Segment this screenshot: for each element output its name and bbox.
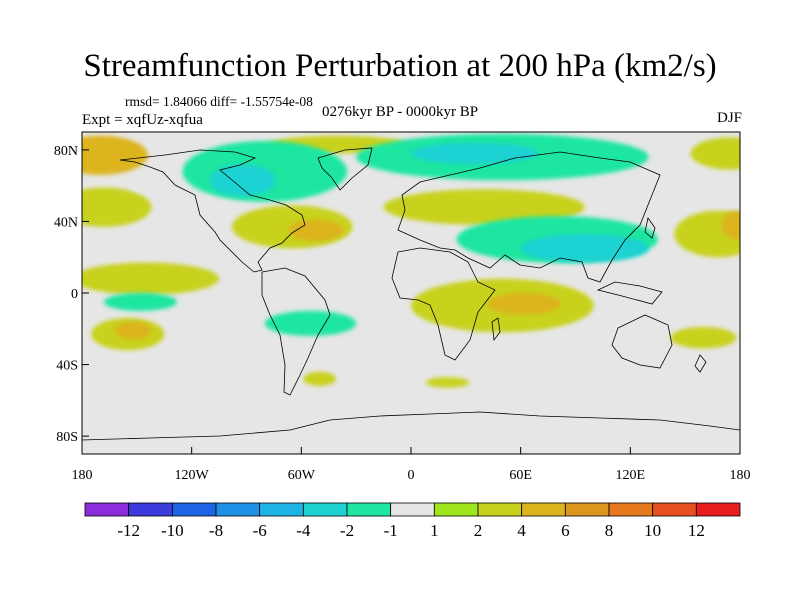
anomaly-south-pacific-positive-core	[114, 321, 152, 340]
colorbar-swatch	[433, 502, 479, 517]
anomaly-tasman-negative	[657, 300, 695, 315]
colorbar-swatch	[521, 502, 566, 517]
colorbar-swatch	[564, 502, 610, 517]
chart-title: Streamfunction Perturbation at 200 hPa (…	[83, 48, 717, 84]
coastline-north-america	[119, 149, 306, 273]
colorbar-label: -6	[253, 521, 267, 540]
anomaly-eurasia-arctic-negative-core	[411, 142, 539, 165]
colorbar-swatch	[84, 502, 130, 517]
colorbar-swatch	[477, 502, 523, 517]
y-tick-label: 80N	[54, 144, 78, 159]
colorbar-swatch	[346, 502, 392, 517]
colorbar-label: 12	[688, 521, 705, 540]
coastline-southeast-asia	[596, 281, 663, 305]
anomaly-northeast-pacific-positive	[82, 187, 152, 227]
coastline-new-zealand	[694, 354, 707, 373]
anomaly-south-asia-negative-core	[520, 233, 649, 263]
coastline-antarctica	[82, 411, 740, 454]
season-label: DJF	[716, 110, 742, 126]
colorbar-swatch	[390, 502, 435, 517]
colorbar-swatch	[652, 502, 697, 517]
colorbar-swatch	[171, 502, 217, 517]
x-tick-label: 0	[408, 468, 415, 483]
colorbar-label: 2	[474, 521, 483, 540]
coastline-eurasia	[397, 151, 661, 283]
colorbar-label: 10	[644, 521, 661, 540]
colorbar-label: -12	[117, 521, 140, 540]
anomaly-north-pacific-east-positive	[674, 210, 740, 258]
colorbar-swatch	[215, 502, 261, 517]
anomaly-north-pacific-east-positive-core	[721, 210, 740, 240]
colorbar-swatch	[259, 502, 304, 517]
colorbar-label: 8	[605, 521, 614, 540]
period-label: 0276kyr BP - 0000kyr BP	[322, 104, 479, 120]
x-tick-label: 120W	[175, 468, 210, 483]
map-background	[82, 132, 740, 454]
anomaly-east-siberia-positive	[690, 137, 740, 170]
x-tick-label: 180	[72, 468, 93, 483]
anomaly-tropical-pacific-negative	[103, 293, 178, 311]
anomaly-subtropical-atlantic-positive-core	[288, 219, 344, 242]
coastline-madagascar	[491, 317, 501, 342]
anomaly-hudson-bay-negative-core	[209, 164, 276, 197]
colorbar-label: -4	[296, 521, 311, 540]
coastline-africa	[391, 247, 496, 361]
y-tick-label: 80S	[56, 430, 78, 445]
colorbar-swatch	[608, 502, 654, 517]
anomaly-field	[82, 133, 740, 388]
colorbar-label: 4	[517, 521, 526, 540]
colorbar-swatch	[695, 502, 741, 517]
map-axes: 180 120W 60W 0 60E 120E 180 80N 40N 0 40S 80S	[54, 144, 751, 483]
anomaly-tropical-pacific-positive	[82, 262, 220, 295]
colorbar-label: 6	[561, 521, 570, 540]
colorbar-label: -2	[340, 521, 354, 540]
coastlines	[82, 147, 740, 454]
anomaly-south-atlantic-negative	[246, 357, 291, 372]
anomaly-south-america-negative-core	[264, 310, 357, 336]
anomaly-southwest-pacific-positive	[670, 326, 737, 349]
colorbar-label: -1	[384, 521, 398, 540]
colorbar-swatch	[302, 502, 348, 517]
colorbar-label: -10	[161, 521, 184, 540]
x-tick-label: 120E	[616, 468, 646, 483]
anomaly-north-pacific-negative	[127, 171, 165, 193]
y-tick-label: 40N	[54, 215, 78, 230]
anomaly-south-indian-positive-core	[487, 293, 561, 315]
coastline-japan	[644, 217, 656, 239]
rmsd-diff-text: rmsd= 1.84066 diff= -1.55754e-08	[125, 94, 313, 109]
colorbar-label: -8	[209, 521, 223, 540]
coastline-greenland	[317, 147, 373, 191]
anomaly-arctic-atlantic-positive	[82, 135, 148, 175]
experiment-label: Expt = xqfUz-xqfua	[82, 112, 203, 128]
anomaly-southern-ocean-positive-west	[303, 371, 337, 387]
anomaly-midlatitude-eurasia-positive	[383, 189, 585, 226]
x-tick-label: 60E	[509, 468, 532, 483]
coastline-south-america	[261, 267, 331, 396]
colorbar-label: 1	[430, 521, 439, 540]
y-tick-label: 0	[71, 287, 78, 302]
anomaly-southern-ocean-positive-east	[425, 377, 470, 388]
colorbar-swatch	[128, 502, 173, 517]
x-tick-label: 180	[730, 468, 751, 483]
coastline-australia	[611, 314, 673, 369]
colorbar: -12 -10 -8 -6 -4 -2 -1 1 2 4 6 8 10 12	[84, 502, 741, 540]
y-tick-label: 40S	[56, 359, 78, 374]
x-tick-label: 60W	[288, 468, 316, 483]
